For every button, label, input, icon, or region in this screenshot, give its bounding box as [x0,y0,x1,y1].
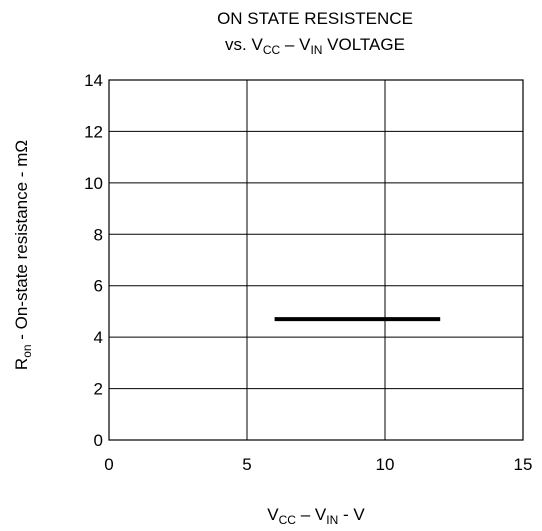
x-tick-labels: 0 5 10 15 [104,455,532,474]
x-tick-label: 5 [242,455,251,474]
x-tick-label: 15 [514,455,533,474]
x-tick-label: 0 [104,455,113,474]
y-tick-label: 4 [94,328,103,347]
y-tick-label: 10 [84,174,103,193]
y-axis-label: Ron - On-state resistance - mΩ [12,140,34,370]
x-axis-label: VCC – VIN - V [267,505,365,527]
y-tick-labels: 0 2 4 6 8 10 12 14 [84,71,103,450]
chart-title-line1: ON STATE RESISTENCE [217,9,413,28]
grid-lines [109,80,523,440]
y-tick-label: 2 [94,380,103,399]
y-tick-label: 0 [94,431,103,450]
chart-title-line2: vs. VCC – VIN VOLTAGE [225,35,405,57]
y-tick-label: 8 [94,225,103,244]
y-tick-label: 12 [84,122,103,141]
y-tick-label: 14 [84,71,103,90]
x-tick-label: 10 [376,455,395,474]
plot-frame [108,79,524,441]
y-tick-label: 6 [94,277,103,296]
